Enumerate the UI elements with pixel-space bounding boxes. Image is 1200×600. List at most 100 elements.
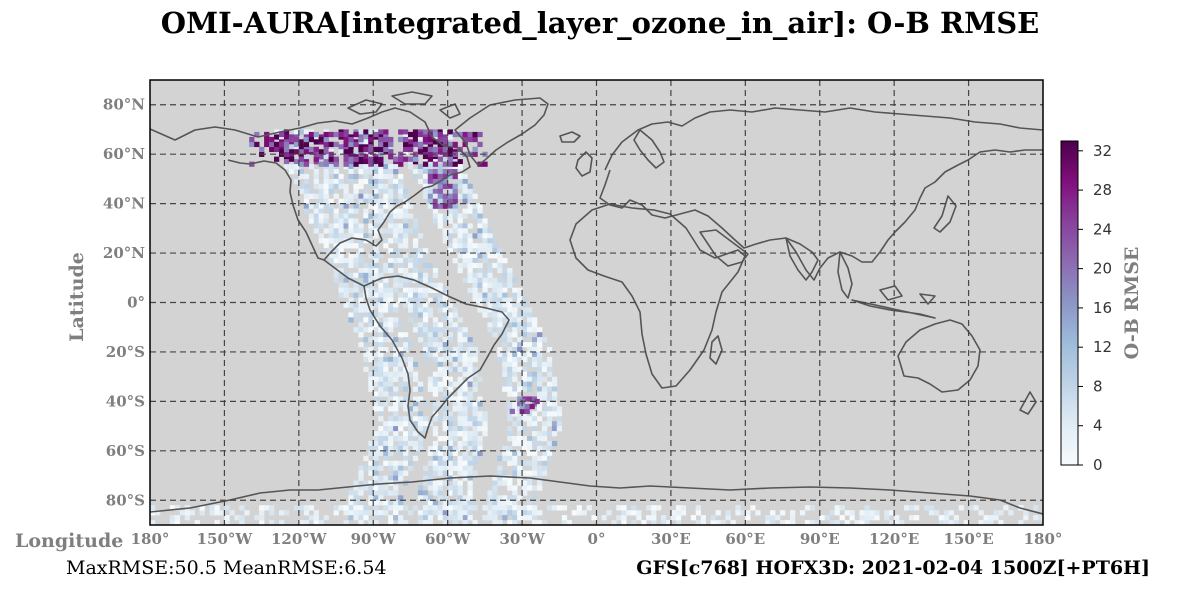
rmse-cell [710, 520, 716, 525]
rmse-cell [512, 485, 518, 491]
rmse-cell [546, 445, 553, 452]
rmse-cell [497, 510, 503, 516]
rmse-cell [432, 455, 439, 462]
rmse-cell [452, 445, 458, 452]
rmse-cell [512, 510, 518, 516]
rmse-cell [393, 356, 399, 363]
rmse-cell [403, 337, 409, 343]
rmse-cell [532, 510, 538, 516]
rmse-cell [427, 164, 434, 170]
rmse-cell [928, 510, 935, 516]
rmse-cell [437, 141, 443, 148]
rmse-cell [537, 386, 543, 392]
colorbar-tick-label: 0 [1093, 456, 1103, 474]
rmse-cell [467, 366, 473, 373]
rmse-cell [730, 520, 736, 525]
rmse-cell [457, 515, 463, 521]
rmse-cell [343, 183, 349, 190]
rmse-cell [199, 505, 205, 511]
rmse-cell [383, 307, 389, 313]
rmse-cell [373, 131, 379, 138]
rmse-cell [874, 515, 880, 521]
rmse-cell [403, 243, 409, 249]
rmse-cell [735, 510, 741, 516]
rmse-cell [482, 505, 488, 511]
rmse-cell [690, 515, 697, 521]
rmse-cell [338, 243, 344, 249]
rmse-cell [403, 223, 409, 229]
rmse-cell [675, 505, 682, 511]
rmse-cell [432, 351, 439, 358]
rmse-cell [422, 178, 429, 185]
rmse-cell [378, 292, 384, 298]
rmse-cell [442, 287, 448, 293]
rmse-cell [889, 520, 895, 525]
rmse-cell [517, 381, 523, 387]
rmse-cell [383, 297, 389, 303]
rmse-cell [467, 347, 473, 353]
rmse-cell [462, 510, 468, 516]
rmse-cell [343, 287, 349, 293]
rmse-cell [502, 500, 508, 506]
rmse-cell [427, 515, 434, 521]
rmse-cell [437, 515, 443, 521]
rmse-cell [403, 396, 409, 402]
rmse-cell [383, 381, 389, 387]
rmse-cell [963, 520, 969, 525]
rmse-cell [427, 495, 434, 501]
rmse-cell [343, 262, 349, 269]
rmse-cell [388, 228, 394, 234]
rmse-cell [452, 406, 458, 412]
rmse-cell [328, 178, 334, 185]
rmse-cell [477, 307, 483, 313]
rmse-cell [1023, 515, 1029, 521]
rmse-cell [512, 361, 518, 368]
rmse-cell [507, 431, 513, 437]
rmse-cell [408, 406, 414, 412]
rmse-cell [417, 258, 424, 264]
rmse-cell [477, 297, 483, 303]
rmse-cell [467, 277, 473, 284]
rmse-cell [383, 475, 389, 481]
rmse-cell [447, 169, 453, 175]
rmse-cell [303, 203, 310, 209]
rmse-cell [452, 500, 458, 506]
rmse-cell [338, 218, 344, 224]
rmse-cell [566, 520, 572, 525]
rmse-cell [403, 401, 409, 407]
rmse-cell [368, 500, 374, 506]
rmse-cell [378, 440, 384, 447]
rmse-cell [283, 141, 290, 148]
rmse-cell [363, 302, 369, 308]
rmse-cell [412, 421, 419, 427]
rmse-cell [318, 198, 324, 204]
rmse-cell [348, 500, 354, 506]
rmse-cell [422, 421, 429, 427]
rmse-cell [417, 149, 424, 155]
rmse-cell [457, 455, 463, 462]
rmse-cell [462, 371, 468, 377]
coast-north-america [150, 107, 471, 261]
colorbar-tick-label: 20 [1093, 260, 1112, 278]
rmse-cell [442, 327, 448, 333]
rmse-cell [740, 510, 746, 516]
rmse-cell [408, 139, 414, 145]
rmse-cell [417, 411, 424, 417]
rmse-cell [348, 169, 354, 175]
rmse-cell [725, 515, 731, 521]
rmse-cell [512, 332, 518, 338]
rmse-cell [537, 347, 543, 353]
rmse-cell [467, 416, 473, 422]
rmse-cell [283, 129, 290, 135]
rmse-cell [398, 371, 404, 377]
rmse-cell [408, 510, 414, 516]
rmse-cell [378, 490, 384, 496]
rmse-cell [378, 445, 384, 452]
rmse-cell [403, 520, 409, 525]
rmse-cell [462, 391, 468, 397]
rmse-cell [457, 470, 463, 476]
rmse-cell [388, 198, 394, 204]
rmse-cell [363, 233, 369, 239]
rmse-cell [522, 445, 528, 452]
rmse-cell [457, 460, 463, 466]
